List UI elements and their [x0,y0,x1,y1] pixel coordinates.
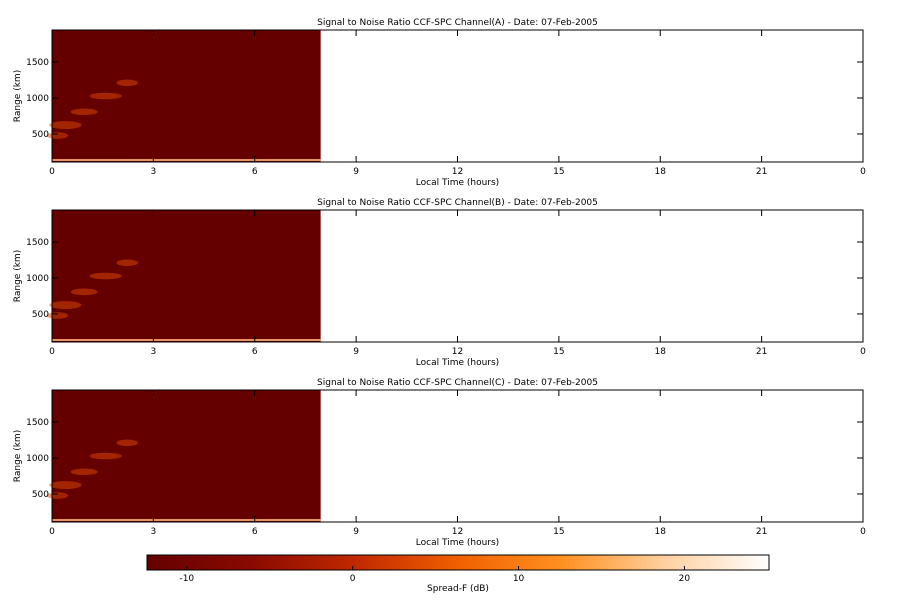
x-tick-label: 0 [49,347,55,357]
y-tick-label: 1000 [26,274,49,284]
x-tick-label: 18 [655,347,667,357]
x-tick-label: 12 [452,347,463,357]
echo-streak [116,259,138,267]
echo-band [52,159,321,161]
x-tick-label: 12 [452,527,463,537]
echo-streak [49,121,82,129]
y-tick-label: 1000 [26,94,49,104]
echo-streak [49,301,82,310]
echo-streak [116,439,138,447]
panel-title: Signal to Noise Ratio CCF-SPC Channel(A)… [317,18,598,28]
x-tick-label: 15 [553,347,564,357]
y-tick-label: 1500 [26,58,49,68]
y-tick-label: 500 [32,490,49,500]
y-tick-label: 500 [32,310,49,320]
y-tick-label: 500 [32,130,49,140]
echo-streak [70,108,98,116]
x-tick-label: 15 [553,527,564,537]
colorbar [146,554,770,571]
x-tick-label: 0 [49,527,55,537]
x-tick-label: 3 [151,527,157,537]
y-tick-label: 1000 [26,454,49,464]
echo-streak [116,79,138,87]
colorbar-label: Spread-F (dB) [427,584,489,594]
panel-title: Signal to Noise Ratio CCF-SPC Channel(B)… [317,198,598,208]
panel-title: Signal to Noise Ratio CCF-SPC Channel(C)… [317,378,598,388]
echo-band [52,519,321,521]
x-tick-label: 18 [655,527,667,537]
colorbar-tick-label: 10 [513,574,525,584]
echo-streak [89,272,122,280]
x-tick-label: 9 [353,527,359,537]
x-tick-label: 21 [756,527,767,537]
y-axis-label: Range (km) [13,430,23,482]
x-tick-label: 0 [860,527,866,537]
x-axis-label: Local Time (hours) [416,538,499,548]
x-tick-label: 18 [655,167,667,177]
x-tick-label: 21 [756,347,767,357]
x-axis-label: Local Time (hours) [416,178,499,188]
echo-streak [70,468,98,476]
echo-band [52,339,321,341]
echo-streak [46,492,69,499]
x-tick-label: 21 [756,167,767,177]
echo-streak [46,132,69,139]
x-tick-label: 0 [860,167,866,177]
echo-streak [49,481,82,490]
x-tick-label: 9 [353,347,359,357]
colorbar-tick-label: 0 [350,574,356,584]
colorbar-tick-label: 20 [679,574,691,584]
x-tick-label: 12 [452,167,463,177]
y-axis-label: Range (km) [13,70,23,122]
y-tick-label: 1500 [26,418,49,428]
x-tick-label: 0 [49,167,55,177]
echo-streak [89,92,122,100]
x-tick-label: 15 [553,167,564,177]
echo-streak [46,312,69,319]
y-tick-label: 1500 [26,238,49,248]
x-tick-label: 6 [252,167,258,177]
x-tick-label: 0 [860,347,866,357]
x-tick-label: 3 [151,167,157,177]
x-tick-label: 3 [151,347,157,357]
x-axis-label: Local Time (hours) [416,358,499,368]
x-tick-label: 9 [353,167,359,177]
echo-streak [70,288,98,296]
echo-texture [46,259,321,341]
y-axis-label: Range (km) [13,250,23,302]
echo-streak [89,452,122,460]
colorbar-tick-label: -10 [179,574,194,584]
x-tick-label: 6 [252,527,258,537]
x-tick-label: 6 [252,347,258,357]
